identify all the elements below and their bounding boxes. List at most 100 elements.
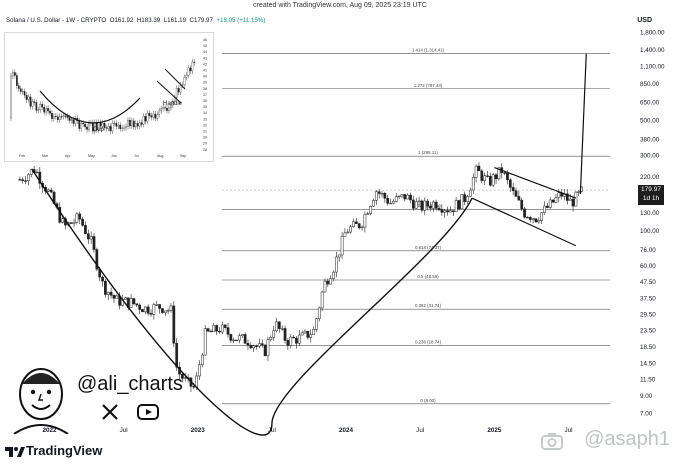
candle-up — [369, 206, 372, 214]
inset-cup-curve — [39, 90, 141, 124]
candle-down — [21, 179, 25, 181]
inset-candle — [99, 122, 102, 127]
inset-x-tick: Apr — [65, 154, 71, 158]
inset-candle — [140, 122, 143, 125]
y-tick-label: 76.00 — [640, 247, 656, 254]
inset-svg: 46 45 44 43 42 41 40 39 38 37 36 35 34 33 32 31 30 29 28 Fe… — [10, 38, 207, 158]
candle-down — [306, 330, 310, 338]
inset-candle — [113, 123, 116, 125]
candle-down — [326, 280, 330, 285]
candle-down — [104, 280, 107, 295]
inset-candle — [132, 120, 135, 128]
inset-handle-lower — [156, 80, 182, 104]
candle-up — [406, 194, 410, 200]
inset-candle — [27, 96, 30, 100]
inset-candle — [47, 108, 49, 112]
inset-candle — [160, 108, 162, 112]
candle-up — [360, 226, 364, 229]
candle-up — [61, 218, 64, 223]
candle-down — [158, 304, 161, 309]
inset-candle — [14, 72, 16, 76]
inset-candle — [121, 127, 123, 129]
candle-up — [537, 220, 541, 223]
x-tick-label: 2024 — [339, 427, 354, 434]
candle-down — [38, 171, 42, 184]
candle-up — [363, 214, 367, 228]
candle-down — [109, 291, 113, 296]
x-tick-label: Jul — [120, 427, 128, 434]
target-line — [579, 53, 587, 195]
candle-up — [143, 306, 147, 313]
inset-candle — [144, 116, 147, 122]
inset-y-tick: 39 — [203, 81, 207, 85]
candle-down — [295, 337, 298, 344]
inset-y-tick: 29 — [203, 142, 207, 146]
candle-up — [389, 202, 392, 205]
candle-down — [517, 196, 521, 201]
candle-down — [409, 194, 412, 201]
candle-down — [446, 210, 449, 213]
candle-up — [466, 196, 469, 202]
play-icon[interactable] — [136, 402, 160, 422]
inset-candle — [33, 101, 36, 103]
candle-down — [477, 165, 481, 172]
inset-candle — [82, 122, 84, 125]
candle-down — [49, 189, 53, 193]
candle-down — [263, 344, 267, 357]
avatar — [13, 368, 69, 434]
inset-candle — [105, 127, 108, 129]
candle-down — [292, 336, 295, 339]
candle-down — [286, 340, 290, 346]
candle-up — [201, 354, 204, 366]
fib-label: 1.272 (787.43) — [414, 83, 443, 88]
inset-candle — [10, 75, 12, 119]
candle-down — [92, 236, 96, 250]
inset-candle — [23, 91, 26, 96]
candle-down — [514, 190, 518, 197]
candle-up — [568, 198, 572, 201]
candle-up — [474, 165, 478, 178]
candle-up — [497, 167, 501, 180]
candle-down — [283, 328, 287, 341]
candle-up — [220, 324, 224, 333]
camera-icon — [541, 433, 563, 450]
candle-down — [69, 222, 73, 224]
inset-candle — [74, 118, 77, 124]
candle-up — [300, 332, 304, 336]
inset-candle — [171, 101, 174, 106]
fib-label: 1.414 (1,314.41) — [412, 48, 445, 53]
candle-down — [161, 308, 164, 313]
inset-candle — [60, 116, 63, 118]
x-icon[interactable] — [100, 402, 120, 422]
candle-down — [526, 216, 529, 219]
candle-up — [275, 321, 278, 332]
candle-down — [112, 294, 116, 299]
candle-up — [198, 364, 201, 377]
candle-up — [449, 210, 452, 213]
candle-up — [252, 345, 256, 349]
inset-y-tick: 37 — [203, 93, 207, 97]
candle-down — [357, 223, 361, 229]
inset-candle — [109, 126, 112, 132]
candle-down — [565, 193, 569, 201]
candle-up — [303, 330, 307, 334]
inset-candle — [119, 124, 122, 129]
candle-up — [380, 193, 384, 195]
y-tick-label: 100.00 — [640, 228, 660, 235]
inset-candle — [191, 61, 194, 72]
candle-up — [548, 199, 552, 208]
candle-up — [417, 200, 421, 203]
inset-candle — [25, 95, 28, 100]
inset-candle — [125, 126, 127, 129]
candle-up — [212, 325, 216, 332]
candle-down — [175, 342, 179, 368]
inset-candle — [136, 123, 139, 127]
y-tick-label: 47.50 — [640, 279, 656, 286]
tradingview-label: TradingView — [26, 443, 103, 458]
candle-up — [400, 194, 404, 197]
fib-label: 0.5 (48.58) — [417, 274, 439, 279]
inset-candle — [115, 123, 118, 127]
candle-up — [343, 232, 347, 237]
candle-down — [520, 199, 524, 210]
candle-up — [340, 236, 344, 256]
